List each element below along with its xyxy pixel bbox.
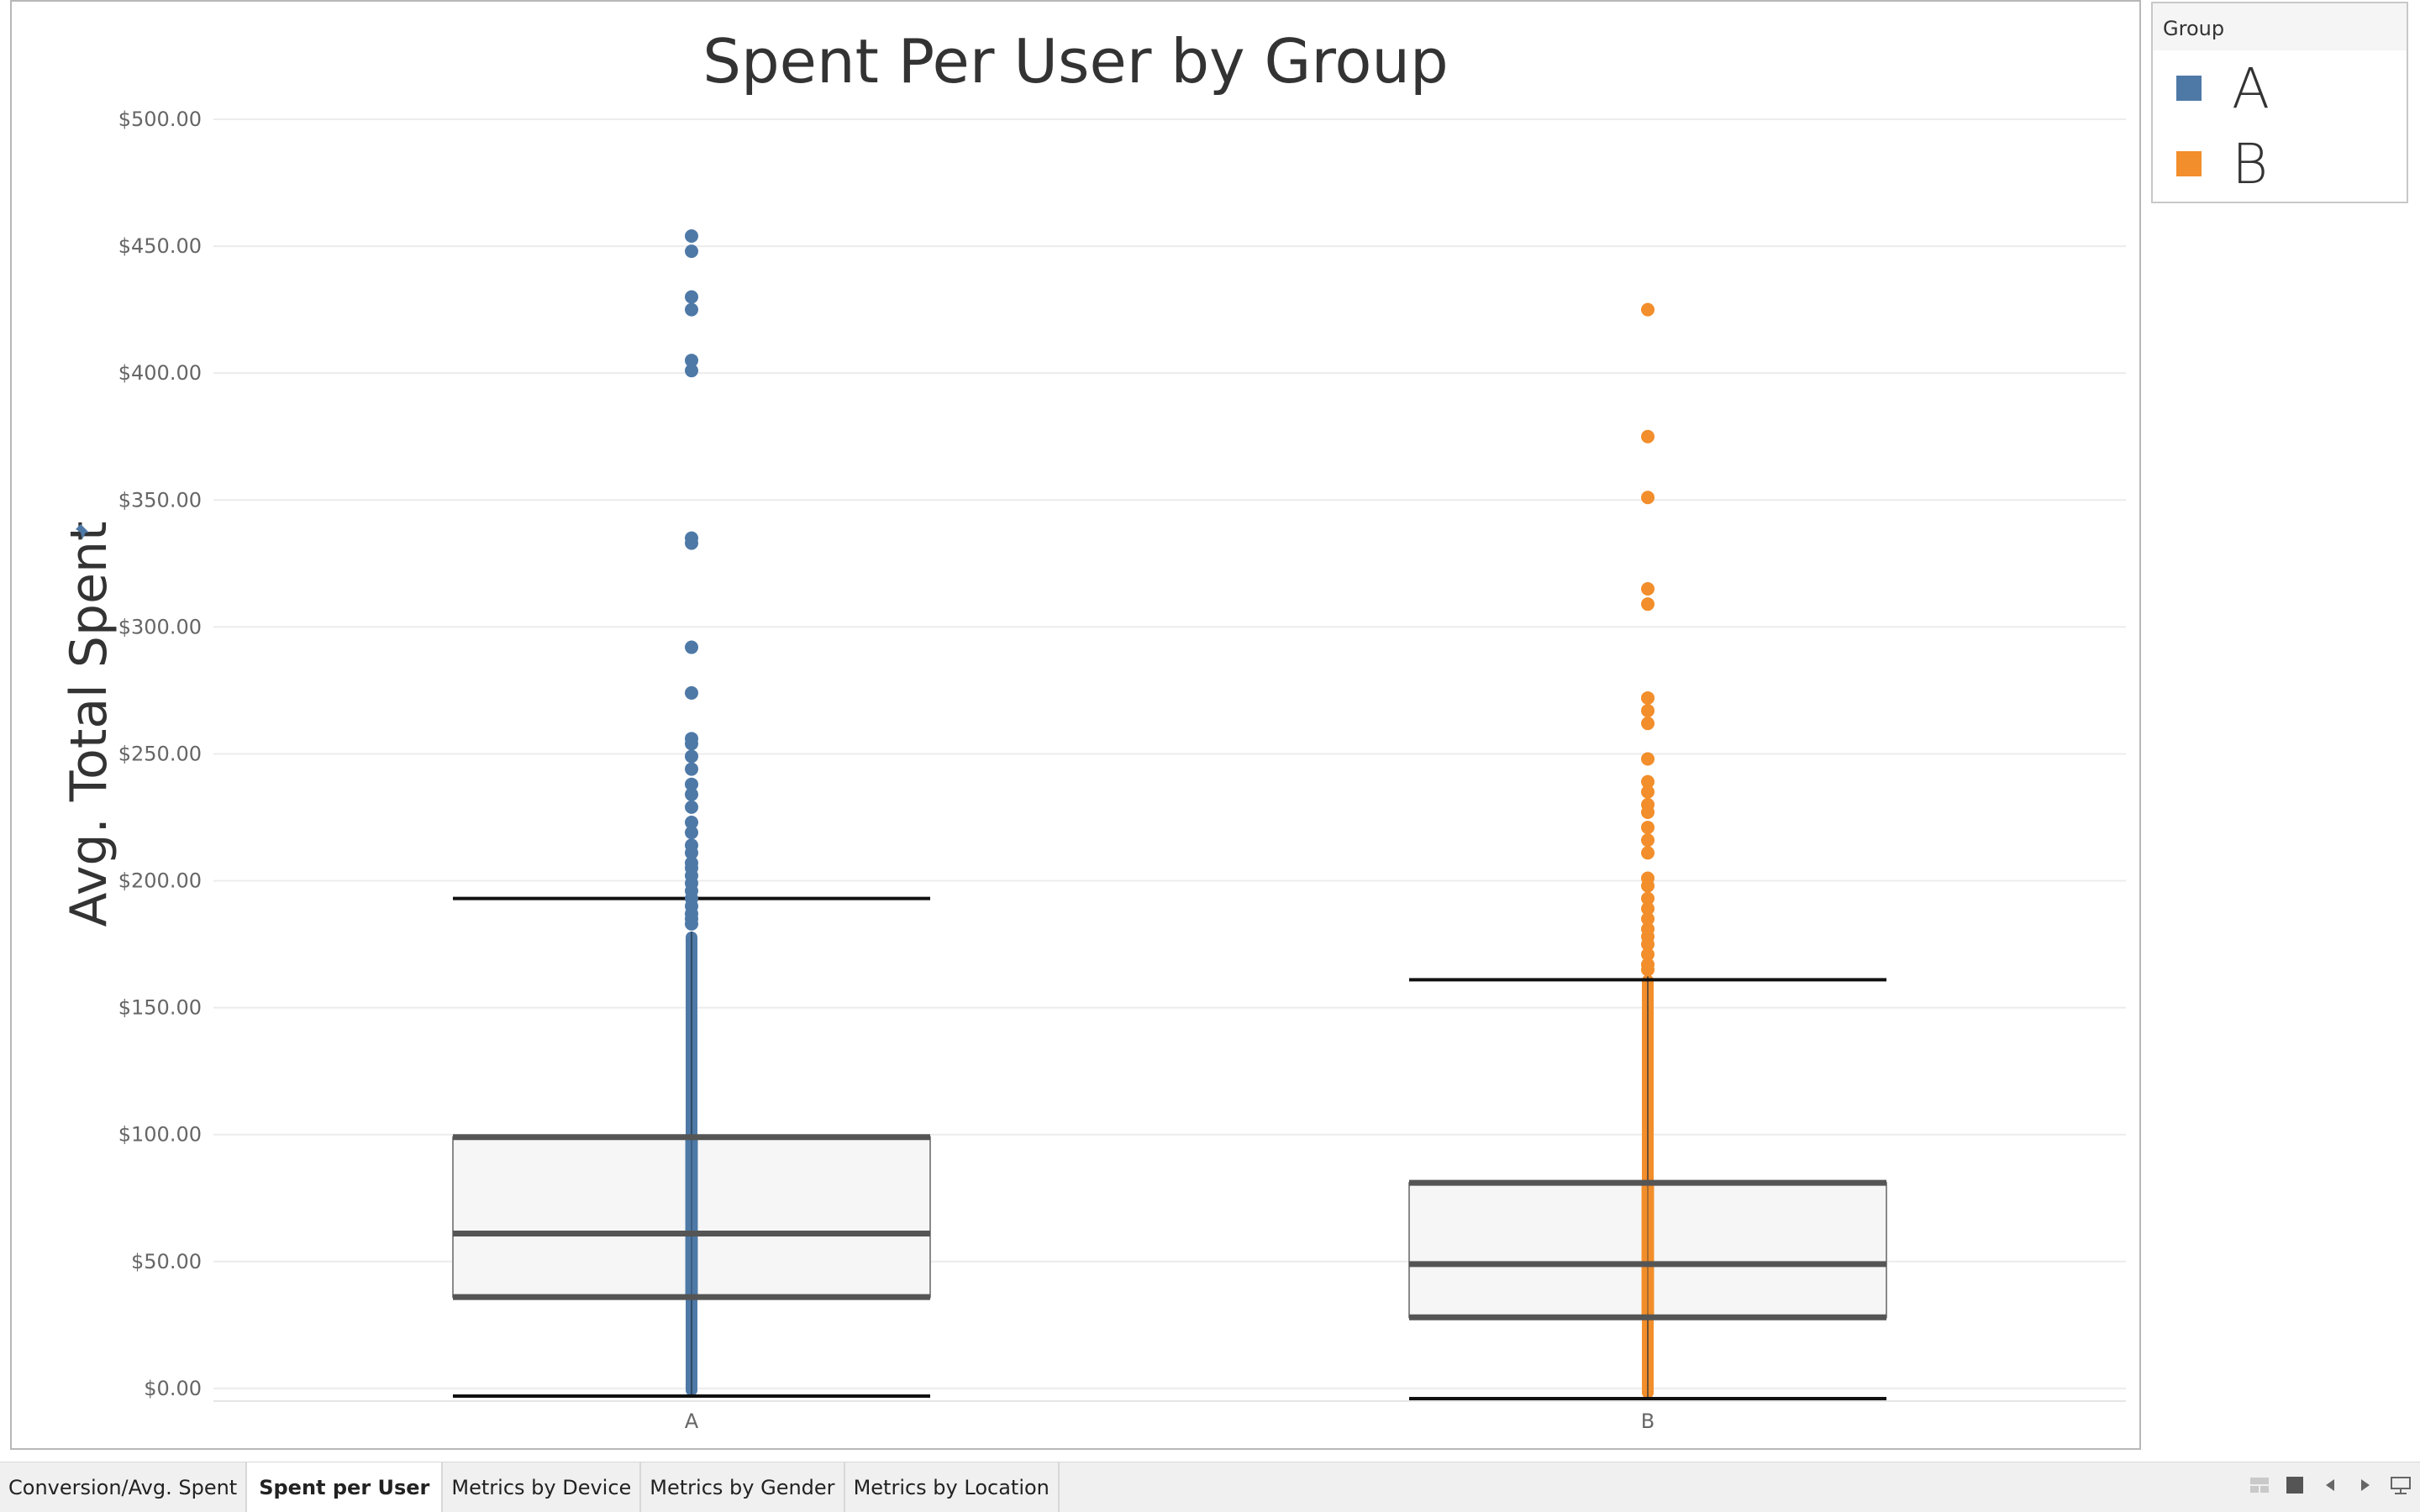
y-tick-label: $0.00 (144, 1377, 202, 1400)
legend-label: A (2232, 55, 2270, 121)
outlier-point (1641, 582, 1655, 596)
legend-swatch (2176, 151, 2202, 176)
outlier-point (1641, 717, 1655, 731)
outlier-point (685, 290, 698, 304)
outlier-point (685, 846, 698, 860)
box-plot-chart: $0.00 $50.00 $100.00 $150.00 $200.00 $250.00 $… (60, 26, 2126, 1433)
viz-frame: $0.00 $50.00 $100.00 $150.00 $200.00 $250.00 $… (10, 0, 2141, 1450)
outlier-point (1641, 785, 1655, 799)
y-tick-label: $350.00 (118, 488, 202, 512)
outlier-point (1641, 963, 1655, 977)
tab-metrics-by-location[interactable]: Metrics by Location (844, 1462, 1060, 1512)
legend-label: B (2232, 131, 2269, 197)
outlier-point (685, 787, 698, 801)
prev-sheet-icon[interactable] (2319, 1474, 2341, 1496)
outlier-point (685, 826, 698, 840)
outlier-point (685, 244, 698, 259)
outlier-point (1641, 901, 1655, 916)
outlier-point (1641, 597, 1655, 612)
outlier-point (1641, 948, 1655, 962)
x-tick-label: B (1641, 1410, 1655, 1433)
grid-view-icon[interactable] (2249, 1474, 2270, 1496)
outlier-point (685, 302, 698, 317)
outlier-point (685, 364, 698, 378)
y-tick-label: $400.00 (118, 361, 202, 385)
y-tick-label: $50.00 (131, 1250, 202, 1273)
legend-swatch (2176, 76, 2202, 101)
next-sheet-icon[interactable] (2354, 1474, 2376, 1496)
outlier-point (685, 800, 698, 814)
outlier-point (685, 916, 698, 931)
sheet-controls (2249, 1474, 2412, 1496)
outlier-point (685, 640, 698, 654)
x-tick-label: A (685, 1410, 699, 1433)
outlier-point (685, 536, 698, 550)
outlier-point (685, 354, 698, 368)
outlier-point (685, 749, 698, 764)
outlier-point (1641, 302, 1655, 317)
y-tick-label: $250.00 (118, 742, 202, 765)
dense-points-in-box (685, 1137, 698, 1298)
y-tick-label: $500.00 (118, 108, 202, 131)
tab-conversion-avg-spent[interactable]: Conversion/Avg. Spent (0, 1462, 248, 1512)
presentation-mode-icon[interactable] (2390, 1474, 2412, 1496)
outlier-point (1641, 690, 1655, 705)
y-tick-label: $200.00 (118, 869, 202, 893)
legend-title: Group (2153, 3, 2407, 50)
outlier-point (1641, 752, 1655, 766)
tab-spent-per-user[interactable]: Spent per User (247, 1462, 444, 1512)
outlier-point (1641, 491, 1655, 505)
y-axis: $0.00 $50.00 $100.00 $150.00 $200.00 $250.00 $… (118, 108, 202, 1400)
outlier-point (1641, 879, 1655, 893)
outlier-point (1641, 429, 1655, 444)
box-group-b (1408, 302, 1887, 1400)
tab-metrics-by-device[interactable]: Metrics by Device (443, 1462, 642, 1512)
y-tick-label: $150.00 (118, 996, 202, 1020)
y-tick-label: $100.00 (118, 1123, 202, 1147)
outlier-point (685, 229, 698, 244)
outlier-point (1641, 846, 1655, 860)
outlier-point (1641, 805, 1655, 819)
y-axis-label: Avg. Total Spent (60, 521, 118, 927)
outlier-point (1641, 704, 1655, 718)
outlier-point (1641, 833, 1655, 848)
tab-metrics-by-gender[interactable]: Metrics by Gender (641, 1462, 845, 1512)
outlier-point (1641, 891, 1655, 906)
box-group-a (452, 229, 931, 1398)
pin-icon[interactable] (76, 524, 89, 539)
outlier-point (1641, 937, 1655, 952)
outlier-point (1641, 821, 1655, 835)
y-tick-label: $300.00 (118, 615, 202, 638)
legend-item-b[interactable]: B (2153, 126, 2407, 202)
legend-item-a[interactable]: A (2153, 50, 2407, 126)
outlier-point (1641, 911, 1655, 926)
outlier-point (685, 685, 698, 700)
color-legend[interactable]: Group A B (2151, 2, 2408, 203)
outlier-point (685, 816, 698, 830)
chart-title: Spent Per User by Group (702, 26, 1448, 97)
dense-points-in-box (1641, 1183, 1655, 1318)
outlier-point (685, 737, 698, 751)
outlier-point (1641, 774, 1655, 789)
outlier-point (685, 762, 698, 776)
single-view-icon[interactable] (2284, 1474, 2306, 1496)
y-tick-label: $450.00 (118, 234, 202, 258)
sheet-tabs: Conversion/Avg. Spent Spent per User Met… (0, 1462, 2420, 1512)
outlier-point (685, 777, 698, 791)
